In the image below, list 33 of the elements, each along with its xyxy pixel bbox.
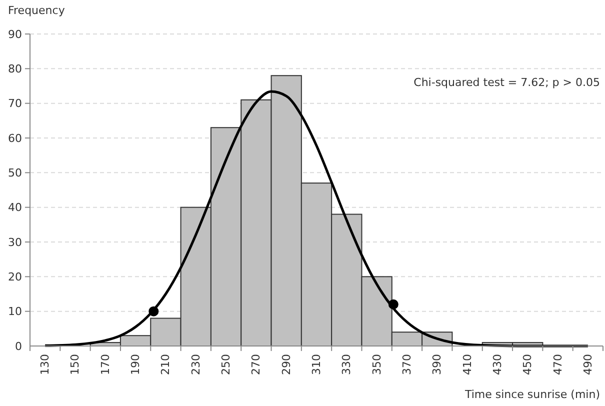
x-tick-label: 310 [310, 354, 323, 375]
x-axis-title: Time since sunrise (min) [464, 388, 600, 401]
x-tick-label: 170 [98, 354, 112, 375]
x-tick-label: 250 [220, 354, 233, 375]
y-tick-label: 40 [8, 201, 22, 214]
y-tick-label: 60 [8, 132, 22, 145]
annotation: Chi-squared test = 7.62; p > 0.05 [414, 76, 600, 89]
y-tick-label: 10 [8, 305, 22, 318]
x-tick-label: 290 [280, 354, 293, 375]
y-tick-label: 90 [8, 28, 22, 41]
y-tick-label: 20 [8, 270, 22, 284]
x-tick-label: 330 [340, 354, 354, 375]
x-tick-label: 230 [189, 354, 202, 375]
x-tick-label: 150 [68, 354, 82, 375]
x-tick-label: 350 [370, 354, 384, 375]
x-tick-label: 430 [490, 354, 504, 375]
x-tick-label: 190 [129, 354, 142, 375]
y-tick-label: 50 [8, 166, 22, 180]
y-tick-label: 70 [8, 97, 22, 110]
y-tick-label: 80 [8, 62, 22, 76]
x-tick-label: 390 [430, 354, 444, 375]
y-tick-label: 0 [15, 340, 22, 353]
y-axis-title: Frequency [8, 4, 66, 17]
x-tick-label: 210 [159, 354, 172, 375]
y-tick-label: 30 [8, 236, 22, 249]
x-tick-label: 490 [581, 354, 594, 375]
line-series [44, 90, 590, 348]
x-tick-label: 270 [250, 354, 263, 375]
x-tick-label: 470 [551, 354, 564, 375]
x-tick-label: 130 [38, 354, 52, 375]
x-tick-label: 410 [460, 354, 474, 375]
x-tick-label: 370 [400, 354, 414, 375]
x-tick-label: 450 [521, 354, 534, 375]
